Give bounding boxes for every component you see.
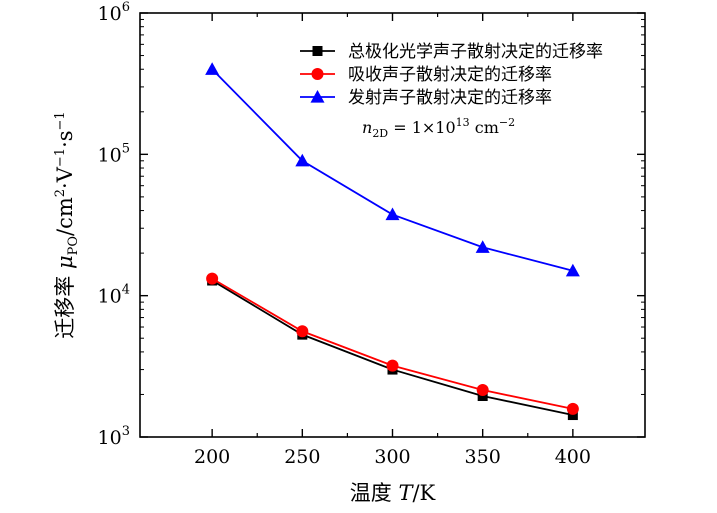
series-3 (205, 62, 580, 277)
y-tick-label: 106 (98, 0, 130, 25)
axis-titles: 温度 T/K 迁移率 μPO/cm2·V−1·s−1 (53, 111, 436, 505)
data-point (296, 325, 309, 338)
series-2 (206, 272, 579, 415)
annotation: n2D = 1×1013 cm−2 (362, 116, 515, 140)
density-annotation: n2D = 1×1013 cm−2 (362, 116, 515, 140)
series-group (205, 62, 580, 421)
y-tick-label: 104 (98, 283, 130, 308)
data-point (386, 359, 399, 372)
x-tick-label: 300 (374, 446, 410, 468)
data-point (385, 207, 400, 221)
x-tick-label: 350 (465, 446, 501, 468)
legend-marker (310, 90, 325, 103)
series-line (211, 279, 574, 416)
data-point (476, 384, 489, 397)
data-point (566, 402, 579, 415)
legend-label: 发射声子散射决定的迁移率 (348, 88, 552, 108)
axis-ticks: 200 250 300 350 400 103 104 105 106 (98, 0, 645, 468)
data-point (295, 153, 310, 167)
legend-marker (311, 68, 324, 80)
data-point (567, 410, 578, 421)
x-tick-label: 200 (194, 446, 230, 468)
data-point (565, 263, 580, 277)
data-point (475, 240, 490, 253)
data-point (205, 62, 220, 75)
series-line (211, 277, 574, 410)
legend-entry: 总极化光学声子散射决定的迁移率 (300, 42, 603, 62)
legend-entry: 吸收声子散射决定的迁移率 (300, 65, 552, 85)
x-tick-label: 400 (555, 446, 591, 468)
y-axis-title: 迁移率 μPO/cm2·V−1·s−1 (53, 111, 81, 338)
legend-entry: 发射声子散射决定的迁移率 (300, 88, 552, 108)
y-tick-label: 103 (98, 424, 130, 449)
legend-label: 吸收声子散射决定的迁移率 (348, 65, 552, 85)
x-axis-title: 温度 T/K (350, 481, 436, 505)
y-tick-label: 105 (98, 141, 130, 166)
legend-marker (312, 46, 323, 56)
data-point (206, 272, 219, 285)
x-tick-label: 250 (284, 446, 320, 468)
legend-label: 总极化光学声子散射决定的迁移率 (348, 42, 603, 62)
